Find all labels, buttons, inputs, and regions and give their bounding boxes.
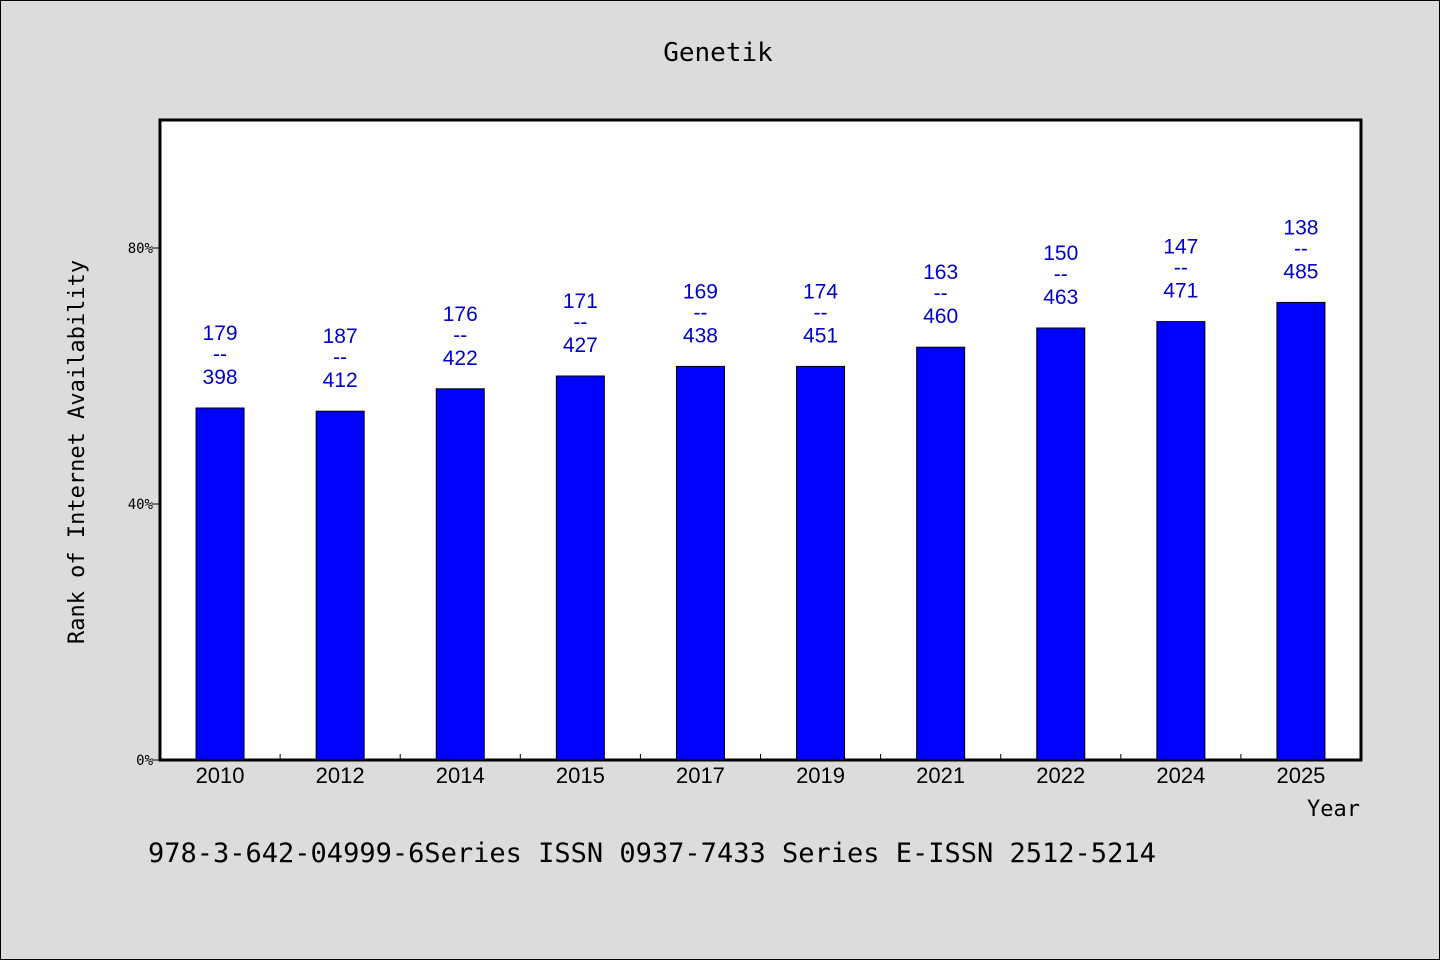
chart-title: Genetik: [663, 38, 773, 68]
data-label-separator: --: [814, 301, 828, 324]
data-label-separator: --: [333, 346, 347, 369]
data-label-bottom: 427: [563, 334, 598, 357]
data-label-bottom: 412: [323, 369, 358, 392]
data-label-bottom: 451: [803, 324, 838, 347]
bar: [1036, 327, 1086, 761]
data-label-top: 174: [803, 280, 838, 303]
data-label-top: 187: [323, 325, 358, 348]
x-tick-label: 2014: [436, 763, 485, 788]
data-label-top: 169: [683, 280, 718, 303]
data-label-separator: --: [1294, 237, 1308, 260]
data-label-separator: --: [213, 343, 227, 366]
x-axis-label: Year: [1307, 797, 1360, 822]
data-label-top: 150: [1043, 242, 1078, 265]
data-label-top: 179: [203, 322, 238, 345]
x-tick-label: 2017: [676, 763, 725, 788]
data-label-bottom: 471: [1163, 280, 1198, 303]
y-tick-label: 80%: [128, 241, 154, 257]
x-tick-label: 2012: [316, 763, 365, 788]
bar: [555, 375, 605, 761]
data-label-bottom: 422: [443, 347, 478, 370]
bar: [1276, 301, 1326, 761]
data-label-top: 138: [1283, 216, 1318, 239]
y-tick-label: 0%: [136, 753, 153, 769]
bar: [916, 346, 966, 761]
x-tick-label: 2022: [1036, 763, 1085, 788]
data-label-separator: --: [1174, 257, 1188, 280]
data-label-separator: --: [693, 301, 707, 324]
x-tick-label: 2010: [196, 763, 245, 788]
data-label-bottom: 398: [203, 366, 238, 389]
data-label-separator: --: [573, 311, 587, 334]
x-tick-label: 2025: [1276, 763, 1325, 788]
data-label-separator: --: [1054, 263, 1068, 286]
footer-text: 978-3-642-04999-6Series ISSN 0937-7433 S…: [148, 838, 1156, 869]
data-label-top: 176: [443, 303, 478, 326]
y-tick-label: 40%: [128, 497, 154, 513]
data-label-separator: --: [934, 282, 948, 305]
bar: [435, 388, 485, 761]
data-label-bottom: 438: [683, 324, 718, 347]
data-label-top: 171: [563, 290, 598, 313]
data-label-bottom: 485: [1283, 260, 1318, 283]
x-tick-label: 2019: [796, 763, 845, 788]
x-tick-label: 2021: [916, 763, 965, 788]
data-label-separator: --: [453, 324, 467, 347]
y-axis-label: Rank of Internet Availability: [65, 260, 90, 644]
data-label-bottom: 463: [1043, 286, 1078, 309]
x-tick-label: 2024: [1156, 763, 1205, 788]
data-label-top: 147: [1163, 236, 1198, 259]
bar: [195, 407, 245, 761]
x-tick-label: 2015: [556, 763, 605, 788]
bar: [796, 365, 846, 761]
data-label-bottom: 460: [923, 305, 958, 328]
bar: [675, 365, 725, 761]
data-label-top: 163: [923, 261, 958, 284]
bar: [315, 410, 365, 761]
bar: [1156, 321, 1206, 761]
